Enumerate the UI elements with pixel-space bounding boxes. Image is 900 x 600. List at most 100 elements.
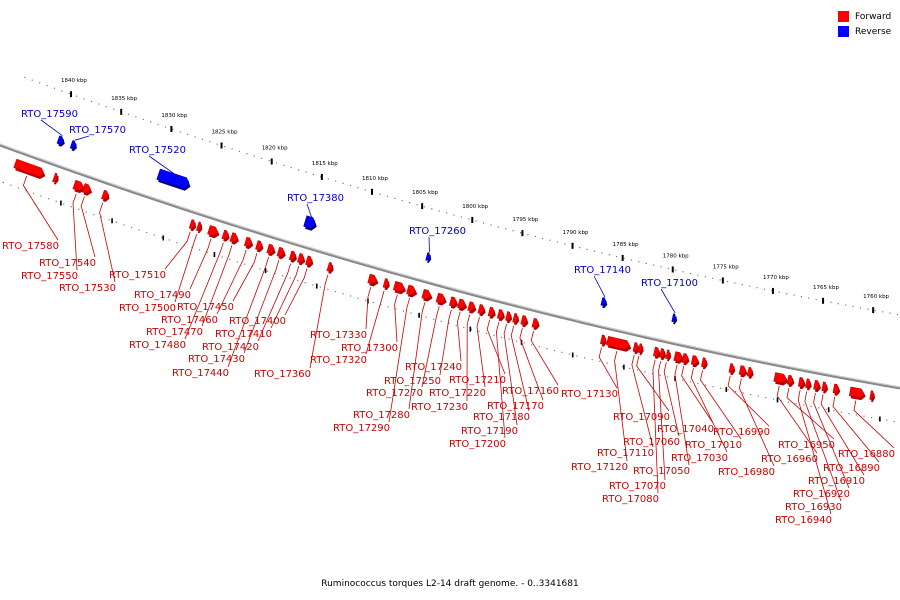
leader-RTO_17230 xyxy=(466,314,471,402)
forward-gene-RTO_17160 xyxy=(531,317,540,330)
track-dot xyxy=(357,297,359,299)
track-dot xyxy=(808,297,810,299)
leader-RTO_17490 xyxy=(189,238,212,290)
forward-gene-RTO_17060-body xyxy=(665,349,670,360)
forward-gene-RTO_17070 xyxy=(659,348,666,361)
track-dot xyxy=(818,407,820,409)
scale-tick-label-1805: 1805 kbp xyxy=(412,190,438,196)
forward-gene-RTO_17220-body xyxy=(477,303,485,314)
label-RTO_17470: RTO_17470 xyxy=(146,327,203,338)
track-dot xyxy=(31,79,33,81)
leader-RTO_17300 xyxy=(394,294,398,343)
label-RTO_17540: RTO_17540 xyxy=(39,258,96,269)
scale-tick-label-1840: 1840 kbp xyxy=(61,78,87,84)
track-dot xyxy=(298,169,300,171)
track-dot xyxy=(735,390,737,393)
track-dot xyxy=(505,228,507,230)
scale-tick-label-1760: 1760 kbp xyxy=(863,294,889,300)
forward-gene-RTO_16940-body xyxy=(797,377,805,387)
scale-track-top xyxy=(24,76,899,316)
minor-tick xyxy=(725,387,728,393)
track-dot xyxy=(553,349,555,352)
leader-RTO_17170 xyxy=(519,328,544,401)
track-dot xyxy=(98,103,100,105)
scale-tick-1780 xyxy=(671,266,674,273)
track-dot xyxy=(131,226,133,229)
track-dot xyxy=(771,290,773,292)
label-RTO_17520: RTO_17520 xyxy=(129,145,186,156)
scale-tick-1840 xyxy=(70,91,73,98)
track-dot xyxy=(410,312,412,314)
track-dot xyxy=(682,379,684,381)
track-dot xyxy=(10,184,12,186)
track-dot xyxy=(108,219,110,221)
track-dot xyxy=(253,155,255,157)
track-dot xyxy=(579,246,581,249)
track-dot xyxy=(765,397,767,399)
forward-gene-RTO_16930-shadow xyxy=(806,381,812,391)
leader-RTO_16990 xyxy=(727,375,770,427)
track-dot xyxy=(638,261,640,263)
forward-gene-RTO_17220 xyxy=(477,303,486,317)
track-dot xyxy=(837,303,839,305)
forward-gene-RTO_16990 xyxy=(728,363,736,376)
leader-RTO_17190 xyxy=(503,324,518,426)
reverse-gene-RTO_17140-shadow xyxy=(602,299,608,309)
forward-gene-RTO_16950 xyxy=(786,374,795,387)
track-dot xyxy=(719,387,722,389)
forward-gene-RTO_17400 xyxy=(305,255,314,268)
label-RTO_17230: RTO_17230 xyxy=(411,402,468,413)
forward-gene-RTO_16960 xyxy=(773,372,789,386)
forward-gene-RTO_17300-body xyxy=(392,280,405,292)
forward-gene-RTO_17290 xyxy=(406,284,418,298)
track-dot xyxy=(485,332,488,334)
track-dot xyxy=(40,195,42,197)
forward-gene-RTO_17130-shadow xyxy=(601,337,607,347)
forward-gene-RTO_17050-body xyxy=(673,351,684,362)
label-RTO_17280: RTO_17280 xyxy=(353,410,410,421)
forward-gene-RTO_17460 xyxy=(243,236,254,250)
label-RTO_17030: RTO_17030 xyxy=(671,453,728,464)
track-dot xyxy=(859,307,862,309)
track-dot xyxy=(312,173,315,175)
forward-gene-RTO_16870-body xyxy=(869,390,874,400)
minor-tick xyxy=(418,312,420,318)
label-RTO_17240: RTO_17240 xyxy=(405,362,462,373)
label-RTO_17580: RTO_17580 xyxy=(2,241,59,252)
label-RTO_17180: RTO_17180 xyxy=(473,412,530,423)
track-dot xyxy=(113,108,115,110)
label-RTO_17320: RTO_17320 xyxy=(310,355,367,366)
forward-gene-RTO_16970-shadow xyxy=(748,369,754,379)
track-dot xyxy=(886,419,888,421)
leader-RTO_17290 xyxy=(388,298,410,423)
leader-RTO_17570 xyxy=(74,135,90,141)
track-dot xyxy=(209,141,211,143)
forward-gene-RTO_17060 xyxy=(665,349,672,362)
scale-tick-label-1820: 1820 kbp xyxy=(262,146,288,152)
minor-tick xyxy=(623,364,625,370)
track-dot xyxy=(432,318,435,320)
legend: Forward Reverse xyxy=(838,9,898,39)
forward-gene-RTO_17490 xyxy=(207,225,220,239)
reverse-gene-RTO_17260-body xyxy=(425,252,430,261)
scale-tick-label-1790: 1790 kbp xyxy=(563,230,589,236)
scale-tick-label-1795: 1795 kbp xyxy=(512,217,538,223)
track-dot xyxy=(749,285,751,287)
forward-gene-RTO_17010 xyxy=(701,357,708,370)
reverse-gene-RTO_17100-body xyxy=(671,313,676,323)
track-dot xyxy=(453,214,455,216)
forward-gene-RTO_17320 xyxy=(382,278,390,291)
minor-tick xyxy=(60,200,62,206)
reverse-gene-RTO_17570-shadow xyxy=(71,142,77,152)
forward-gene-RTO_17270 xyxy=(435,292,447,306)
leader-RTO_17240 xyxy=(457,311,462,362)
scale-tick-1835 xyxy=(120,108,123,115)
track-dot xyxy=(800,296,802,298)
label-RTO_17460: RTO_17460 xyxy=(161,315,218,326)
scale-tick-1800 xyxy=(471,216,474,223)
track-dot xyxy=(742,392,744,394)
track-dot xyxy=(852,305,854,308)
forward-gene-RTO_17320-body xyxy=(382,278,389,288)
track-dot xyxy=(756,287,758,289)
